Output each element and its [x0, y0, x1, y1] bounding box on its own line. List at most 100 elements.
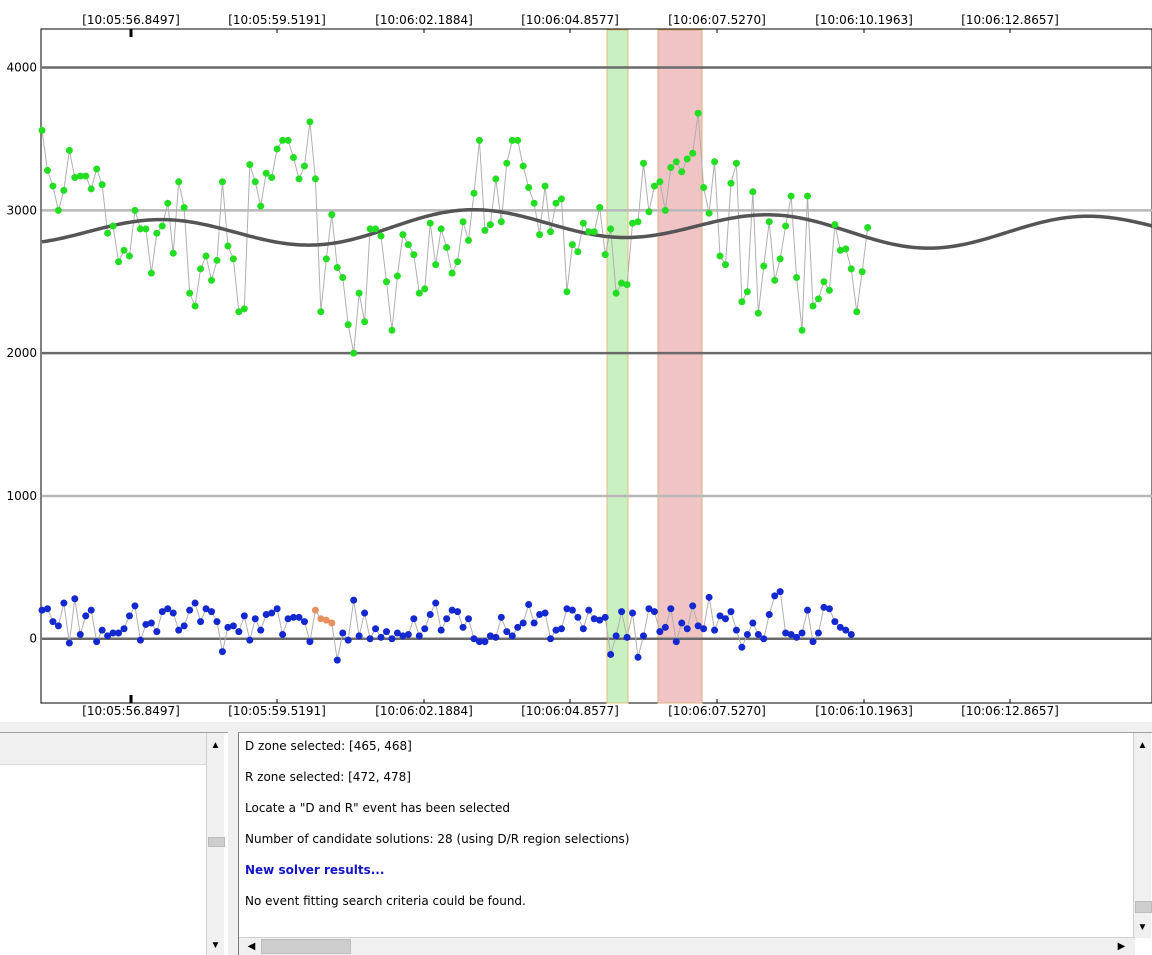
blue-data-point [426, 610, 434, 618]
green-data-point [798, 326, 806, 334]
left-list-row[interactable] [0, 733, 206, 765]
green-data-point [831, 221, 839, 229]
log-line-r-zone: R zone selected: [472, 478] [245, 770, 411, 784]
blue-data-point [590, 615, 598, 623]
blue-data-point [765, 610, 773, 618]
green-data-point [771, 276, 779, 284]
blue-data-point [689, 602, 697, 610]
blue-data-point [601, 613, 609, 621]
blue-data-point [557, 625, 565, 633]
x-tick-label-bottom: [10:06:02.1884] [375, 704, 473, 718]
log-vertical-scrollbar[interactable]: ▲ ▼ [1133, 733, 1152, 938]
blue-data-point [54, 622, 62, 630]
fit-curve [41, 207, 1152, 250]
green-data-point [629, 219, 637, 227]
scroll-thumb[interactable] [1135, 901, 1152, 913]
blue-data-point [804, 606, 812, 614]
blue-data-point [49, 618, 57, 626]
blue-data-point [164, 605, 172, 613]
green-data-point [814, 295, 822, 303]
green-data-point [328, 211, 336, 219]
solver-log-panel[interactable]: D zone selected: [465, 468] R zone selec… [238, 732, 1152, 955]
green-data-point [727, 179, 735, 187]
green-data-point [672, 158, 680, 166]
blue-data-point [344, 636, 352, 644]
blue-data-point [432, 599, 440, 607]
blue-data-point [667, 605, 675, 613]
green-data-point [317, 308, 325, 316]
green-data-point [120, 246, 128, 254]
green-data-point [459, 218, 467, 226]
light-curve-chart[interactable]: 0 1000 2000 3000 4000 [10:05:56.8497] [10:05:… [0, 0, 1152, 722]
green-data-point [311, 175, 319, 183]
green-data-point [782, 222, 790, 230]
blue-data-point [743, 630, 751, 638]
blue-data-point [208, 608, 216, 616]
green-data-point [858, 268, 866, 276]
scroll-up-icon[interactable]: ▲ [1134, 737, 1151, 754]
blue-data-point [771, 592, 779, 600]
x-tick-label-bottom: [10:06:04.8577] [521, 704, 619, 718]
green-data-point [475, 136, 483, 144]
scroll-left-icon[interactable]: ◀ [243, 938, 260, 955]
scroll-down-icon[interactable]: ▼ [207, 937, 224, 954]
green-data-point [104, 229, 112, 237]
blue-data-point [322, 616, 330, 624]
horizontal-scroll-thumb[interactable] [261, 939, 351, 954]
green-data-point [683, 155, 691, 163]
green-data-point [388, 326, 396, 334]
left-vertical-scrollbar[interactable]: ▲ ▼ [206, 733, 225, 955]
blue-data-point [776, 588, 784, 596]
log-horizontal-scrollbar[interactable]: ◀ ▶ [239, 937, 1135, 955]
blue-data-point [361, 609, 369, 617]
blue-data-point [131, 602, 139, 610]
scroll-thumb[interactable] [208, 837, 225, 847]
blue-data-point [503, 628, 511, 636]
blue-data-point [618, 608, 626, 616]
blue-data-point [607, 650, 615, 658]
green-data-point [393, 272, 401, 280]
green-data-point [634, 218, 642, 226]
blue-data-point [257, 626, 265, 634]
blue-data-point [186, 606, 194, 614]
blue-data-point [629, 609, 637, 617]
left-list-panel[interactable]: ▲ ▼ [0, 732, 228, 955]
blue-data-point [109, 629, 117, 637]
blue-data-point [240, 612, 248, 620]
green-data-point [650, 182, 658, 190]
green-data-point [169, 249, 177, 257]
green-data-point [716, 252, 724, 260]
blue-data-point [421, 625, 429, 633]
scroll-down-icon[interactable]: ▼ [1134, 919, 1151, 936]
blue-data-point [530, 619, 538, 627]
blue-data-point [705, 593, 713, 601]
green-data-point [853, 308, 861, 316]
y-tick-label: 2000 [6, 346, 37, 360]
y-tick-label: 3000 [6, 203, 37, 217]
blue-data-point [125, 612, 133, 620]
green-data-point [197, 265, 205, 273]
green-data-point [579, 219, 587, 227]
green-data-point [366, 225, 374, 233]
blue-data-point [38, 606, 46, 614]
green-data-point [382, 278, 390, 286]
green-data-point [552, 199, 560, 207]
green-data-point [645, 208, 653, 216]
blue-data-point [634, 653, 642, 661]
green-data-point [240, 305, 248, 313]
scroll-right-icon[interactable]: ▶ [1113, 938, 1130, 955]
green-data-point [87, 185, 95, 193]
green-data-point [251, 178, 259, 186]
green-data-point [776, 255, 784, 263]
green-data-point [333, 263, 341, 271]
blue-data-point [459, 623, 467, 631]
blue-data-point [235, 628, 243, 636]
green-data-point [65, 146, 73, 154]
scroll-up-icon[interactable]: ▲ [207, 737, 224, 754]
blue-data-point [382, 628, 390, 636]
blue-data-point [508, 632, 516, 640]
x-tick-label-top: [10:06:10.1963] [815, 13, 913, 27]
x-tick-label-bottom: [10:06:10.1963] [815, 704, 913, 718]
chart-svg[interactable]: 0 1000 2000 3000 4000 [10:05:56.8497] [10:05:… [0, 0, 1152, 722]
blue-data-point [568, 606, 576, 614]
